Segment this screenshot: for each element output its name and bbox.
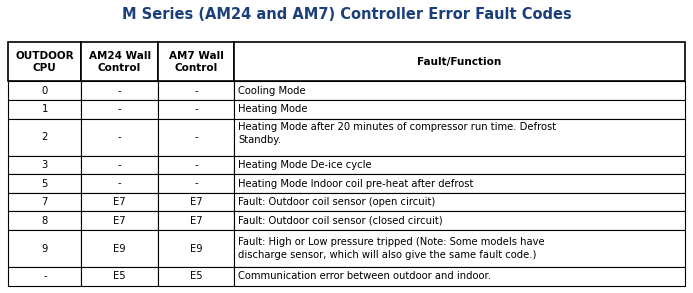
Bar	[81, 100, 158, 119]
Text: E7: E7	[190, 216, 202, 226]
Bar	[8, 100, 81, 119]
Bar	[81, 267, 158, 286]
Text: -: -	[194, 132, 198, 142]
Text: Heating Mode Indoor coil pre-heat after defrost: Heating Mode Indoor coil pre-heat after …	[238, 178, 474, 189]
Text: 1: 1	[42, 104, 48, 114]
Text: E7: E7	[113, 216, 126, 226]
Bar	[81, 81, 158, 100]
Bar	[234, 42, 685, 81]
Bar	[81, 193, 158, 212]
Bar	[8, 119, 81, 156]
Text: -: -	[43, 271, 46, 281]
Bar	[8, 156, 81, 174]
Text: -: -	[194, 104, 198, 114]
Text: M Series (AM24 and AM7) Controller Error Fault Codes: M Series (AM24 and AM7) Controller Error…	[122, 7, 571, 22]
Text: E5: E5	[113, 271, 126, 281]
Bar	[81, 174, 158, 193]
Text: -: -	[118, 104, 121, 114]
Text: E5: E5	[190, 271, 202, 281]
Text: 2: 2	[42, 132, 48, 142]
Bar	[158, 193, 234, 212]
Text: OUTDOOR
CPU: OUTDOOR CPU	[15, 51, 74, 73]
Bar	[234, 267, 685, 286]
Text: -: -	[118, 178, 121, 189]
Text: 7: 7	[42, 197, 48, 207]
Text: 0: 0	[42, 86, 48, 96]
Text: 9: 9	[42, 243, 48, 253]
Bar	[158, 42, 234, 81]
Text: 8: 8	[42, 216, 48, 226]
Bar	[8, 230, 81, 267]
Text: E7: E7	[113, 197, 126, 207]
Bar	[158, 230, 234, 267]
Bar	[8, 212, 81, 230]
Bar	[8, 193, 81, 212]
Text: -: -	[118, 86, 121, 96]
Bar	[158, 100, 234, 119]
Text: Cooling Mode: Cooling Mode	[238, 86, 306, 96]
Text: E9: E9	[190, 243, 202, 253]
Text: Heating Mode De-ice cycle: Heating Mode De-ice cycle	[238, 160, 372, 170]
Text: E7: E7	[190, 197, 202, 207]
Bar	[158, 156, 234, 174]
Bar	[158, 119, 234, 156]
Text: -: -	[118, 160, 121, 170]
Text: E9: E9	[113, 243, 126, 253]
Bar	[158, 174, 234, 193]
Bar	[234, 119, 685, 156]
Text: Heating Mode after 20 minutes of compressor run time. Defrost
Standby.: Heating Mode after 20 minutes of compres…	[238, 122, 556, 144]
Text: Heating Mode: Heating Mode	[238, 104, 308, 114]
Text: 3: 3	[42, 160, 48, 170]
Bar	[158, 81, 234, 100]
Text: Fault: Outdoor coil sensor (open circuit): Fault: Outdoor coil sensor (open circuit…	[238, 197, 436, 207]
Bar	[234, 100, 685, 119]
Bar	[8, 42, 81, 81]
Bar	[81, 156, 158, 174]
Bar	[8, 174, 81, 193]
Text: Communication error between outdoor and indoor.: Communication error between outdoor and …	[238, 271, 491, 281]
Bar	[234, 174, 685, 193]
Text: AM24 Wall
Control: AM24 Wall Control	[89, 51, 150, 73]
Text: Fault: High or Low pressure tripped (Note: Some models have
discharge sensor, wh: Fault: High or Low pressure tripped (Not…	[238, 237, 545, 260]
Bar	[234, 81, 685, 100]
Bar	[8, 81, 81, 100]
Text: -: -	[194, 178, 198, 189]
Text: 5: 5	[42, 178, 48, 189]
Text: -: -	[194, 160, 198, 170]
Bar	[234, 230, 685, 267]
Text: Fault/Function: Fault/Function	[417, 57, 502, 67]
Bar	[158, 212, 234, 230]
Text: -: -	[118, 132, 121, 142]
Bar	[81, 230, 158, 267]
Text: AM7 Wall
Control: AM7 Wall Control	[168, 51, 223, 73]
Bar	[158, 267, 234, 286]
Bar	[8, 267, 81, 286]
Bar	[81, 119, 158, 156]
Text: Fault: Outdoor coil sensor (closed circuit): Fault: Outdoor coil sensor (closed circu…	[238, 216, 443, 226]
Bar	[81, 212, 158, 230]
Bar	[234, 193, 685, 212]
Bar	[81, 42, 158, 81]
Bar	[234, 156, 685, 174]
Bar	[234, 212, 685, 230]
Text: -: -	[194, 86, 198, 96]
